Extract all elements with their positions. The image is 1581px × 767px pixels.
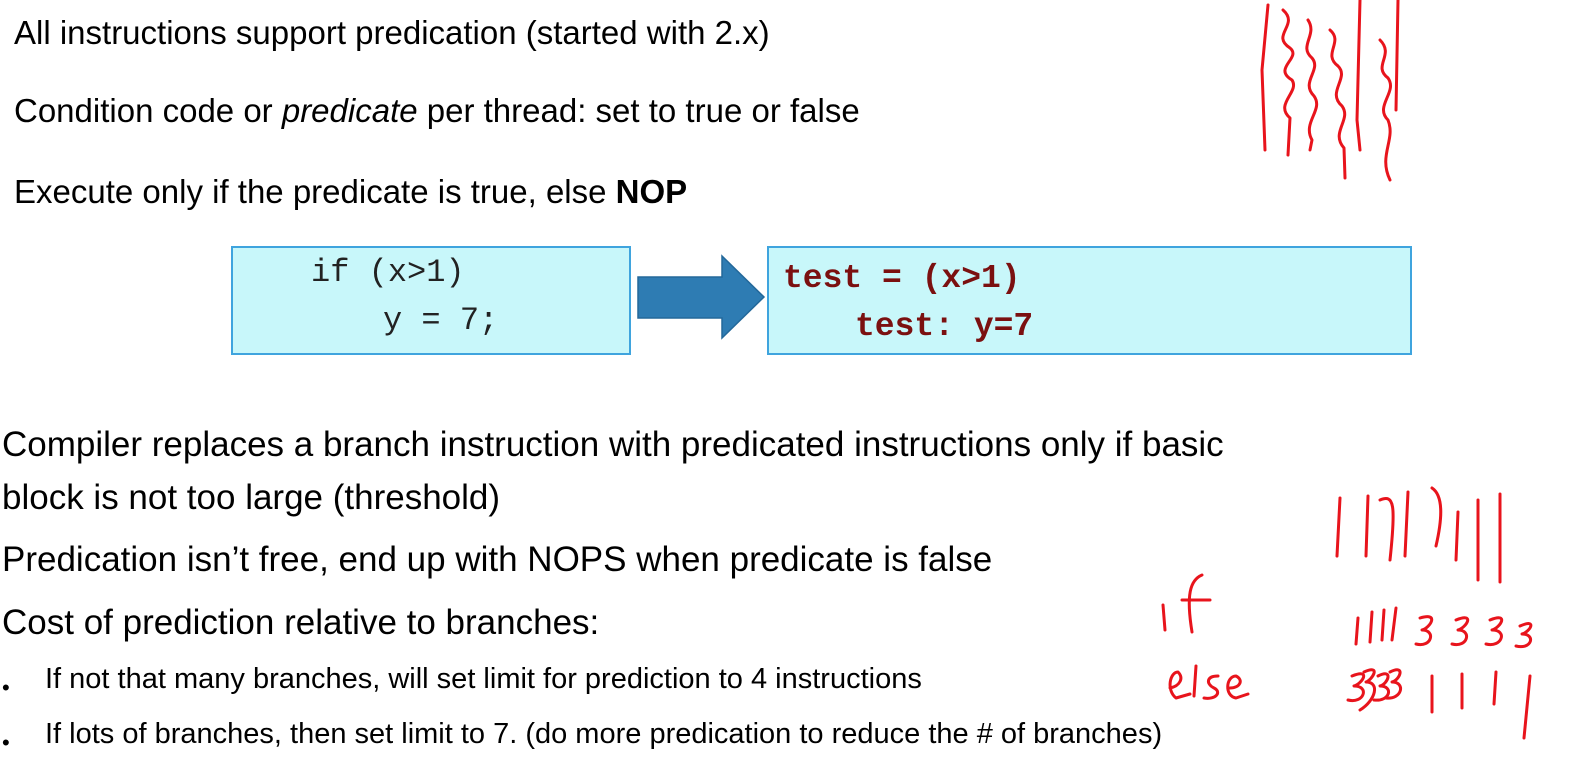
paragraph-cost-relative: Cost of prediction relative to branches: (2, 603, 600, 642)
statement-predication-support: All instructions support predication (st… (14, 14, 770, 52)
sub-bullet-many-branches: If lots of branches, then set limit to 7… (45, 718, 1163, 750)
sub-bullet-few-branches: If not that many branches, will set limi… (45, 663, 922, 695)
arrow-right-icon (637, 254, 766, 340)
branch-bars-row-3 (1346, 668, 1532, 740)
code-after-box: test = (x>1) test: y=7 (767, 246, 1412, 355)
bullet-1: • (2, 675, 10, 700)
branch-bars-row-2 (1354, 606, 1533, 649)
code-after-line-1: test = (x>1) (783, 260, 1021, 297)
paragraph-compiler-line-2: block is not too large (threshold) (2, 478, 501, 517)
if-else-note (1161, 573, 1250, 700)
statement-condition-code: Condition code or predicate per thread: … (14, 92, 860, 130)
bullet-2: • (2, 730, 10, 755)
statement-3-pre: Execute only if the predicate is true, e… (14, 173, 616, 210)
statement-2-pre: Condition code or (14, 92, 282, 129)
code-after-line-2: test: y=7 (855, 308, 1034, 345)
code-before-line-1: if (x>1) (311, 254, 465, 291)
paragraph-predication-cost: Predication isn’t free, end up with NOPS… (2, 540, 993, 579)
code-before-line-2: y = 7; (383, 302, 499, 339)
code-before-box: if (x>1) y = 7; (231, 246, 631, 355)
branch-bars-row-1 (1335, 486, 1502, 584)
paragraph-compiler-line-1: Compiler replaces a branch instruction w… (2, 425, 1224, 464)
statement-execute-only: Execute only if the predicate is true, e… (14, 173, 687, 211)
statement-3-bold: NOP (615, 173, 688, 210)
warp-threads-sketch (1260, 0, 1400, 182)
statement-2-em: predicate (281, 92, 418, 129)
statement-1-text: All instructions support predication (st… (14, 14, 770, 51)
statement-2-post: per thread: set to true or false (417, 92, 860, 129)
